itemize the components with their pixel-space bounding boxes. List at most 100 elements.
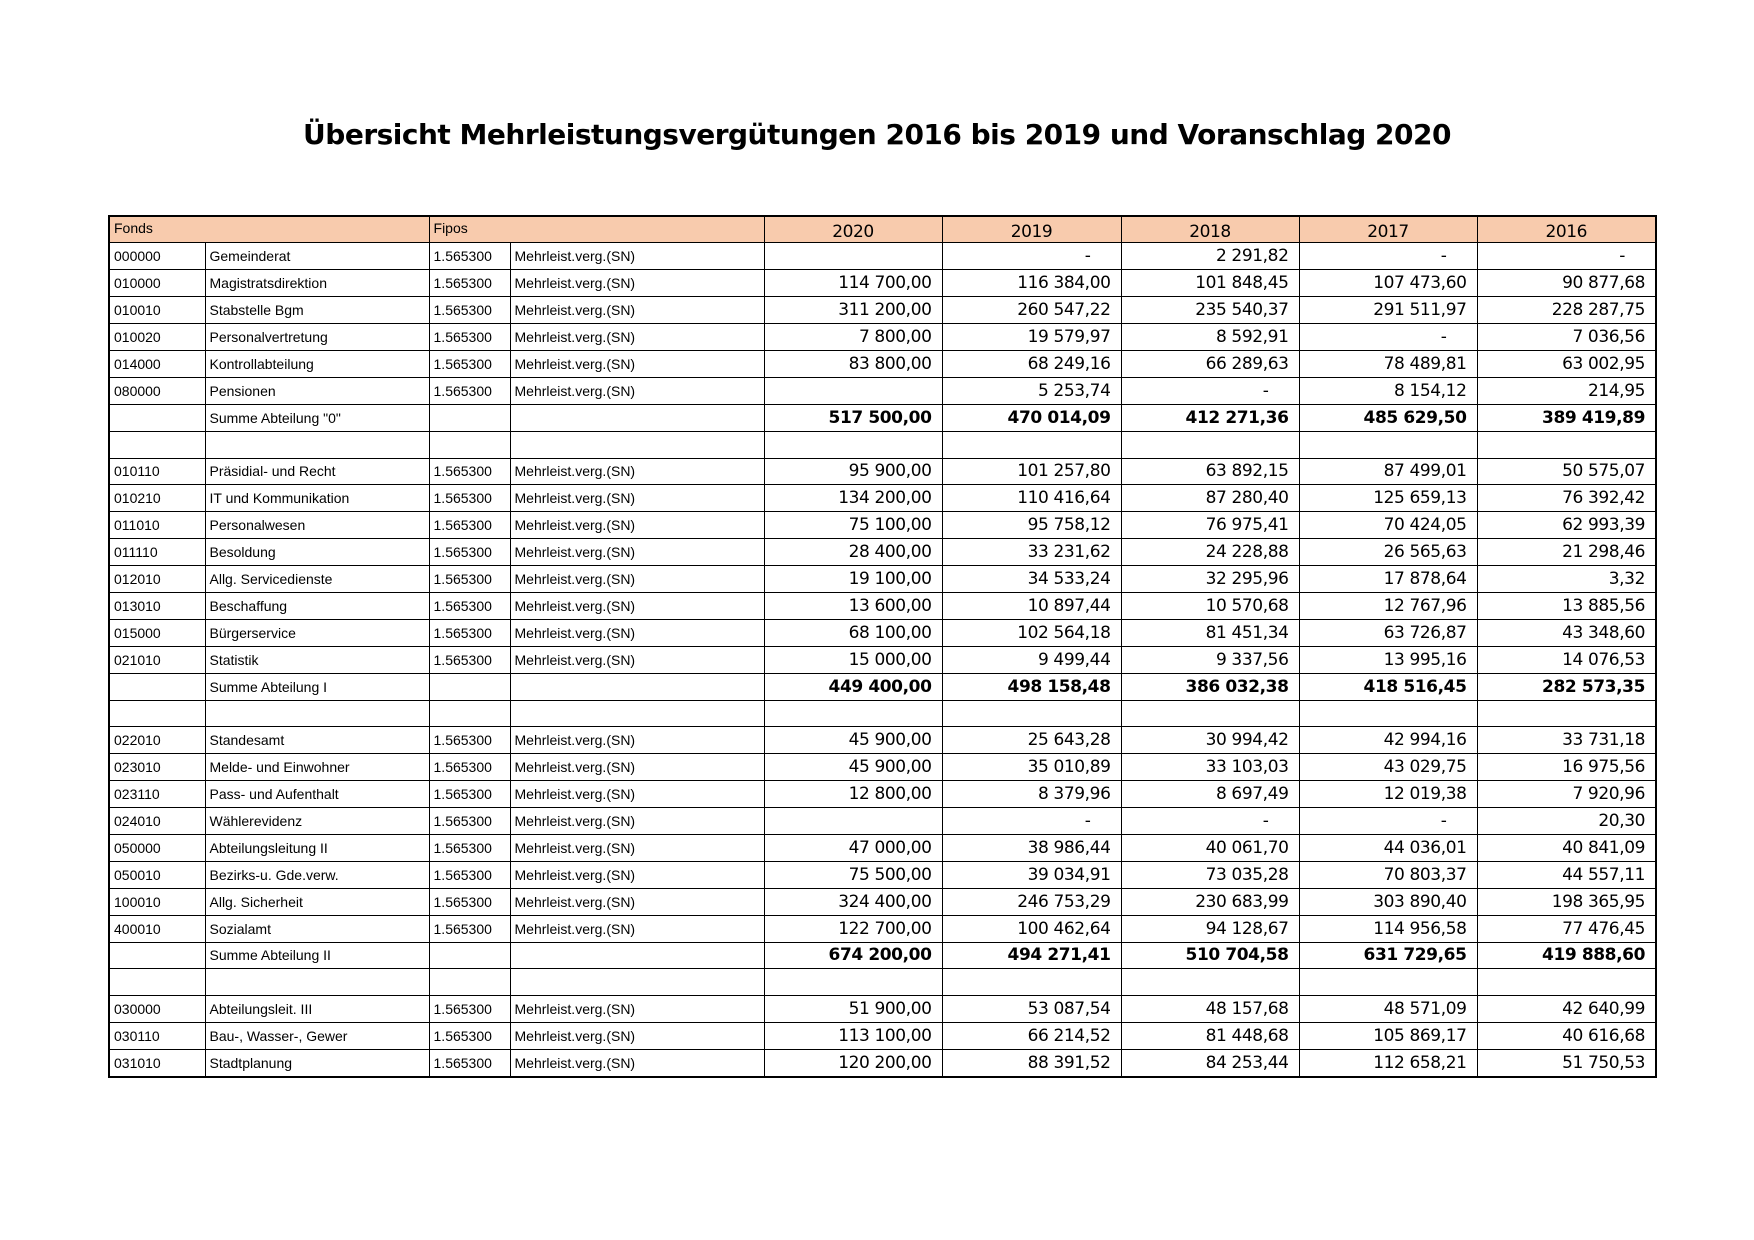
cell: 080000 xyxy=(108,376,206,405)
row: 050000 Abteilungsleitung II 1.565300 Mehrle… xyxy=(108,833,1657,862)
cell: 1.565300 xyxy=(428,349,511,378)
value-cell: 34 533,24 xyxy=(941,565,1122,593)
value-cell: 101 257,80 xyxy=(941,457,1122,486)
value-cell: 87 280,40 xyxy=(1120,484,1300,513)
value-cell xyxy=(1298,699,1478,728)
value-cell: 42 994,16 xyxy=(1298,726,1478,755)
value-cell: 470 014,09 xyxy=(941,403,1122,432)
value-cell: 81 448,68 xyxy=(1120,1022,1300,1051)
value-cell: 494 271,41 xyxy=(941,941,1122,970)
cell: Summe Abteilung "0" xyxy=(204,403,430,432)
row: 013010 Beschaffung 1.565300 Mehrleist.verg.… xyxy=(108,591,1657,620)
cell xyxy=(428,941,511,970)
value-cell xyxy=(941,699,1122,728)
value-cell: 198 365,95 xyxy=(1476,887,1657,916)
value-cell: 43 029,75 xyxy=(1298,753,1478,782)
row: 024010 Wählerevidenz 1.565300 Mehrleist.ver… xyxy=(108,807,1657,835)
cell: 1.565300 xyxy=(428,1022,511,1051)
value-cell: 110 416,64 xyxy=(941,484,1122,513)
value-cell: - xyxy=(1298,323,1478,351)
cell: 013010 xyxy=(108,591,206,620)
value-cell xyxy=(1476,430,1657,459)
value-cell: 84 253,44 xyxy=(1120,1049,1300,1077)
value-cell: 3,32 xyxy=(1476,565,1657,593)
row: 031010 Stadtplanung 1.565300 Mehrleist.verg… xyxy=(108,1049,1657,1077)
cell: 1.565300 xyxy=(428,296,511,325)
value-cell: 20,30 xyxy=(1476,807,1657,835)
cell: 010210 xyxy=(108,484,206,513)
value-cell: 19 579,97 xyxy=(941,323,1122,351)
cell: 1.565300 xyxy=(428,914,511,943)
cell: 030110 xyxy=(108,1022,206,1051)
cell: Kontrollabteilung xyxy=(204,349,430,378)
value-cell xyxy=(763,699,943,728)
value-cell: 76 392,42 xyxy=(1476,484,1657,513)
cell: Besoldung xyxy=(204,538,430,567)
value-cell: 8 379,96 xyxy=(941,780,1122,809)
row: 023110 Pass- und Aufenthalt 1.565300 Mehrle… xyxy=(108,780,1657,809)
cell: Mehrleist.verg.(SN) xyxy=(509,753,765,782)
value-cell: 77 476,45 xyxy=(1476,914,1657,943)
value-cell: 125 659,13 xyxy=(1298,484,1478,513)
cell: Mehrleist.verg.(SN) xyxy=(509,323,765,351)
value-cell: 25 643,28 xyxy=(941,726,1122,755)
cell: 023010 xyxy=(108,753,206,782)
value-cell: 107 473,60 xyxy=(1298,269,1478,298)
cell: Allg. Sicherheit xyxy=(204,887,430,916)
cell xyxy=(108,968,206,997)
cell xyxy=(509,941,765,970)
cell: Pensionen xyxy=(204,376,430,405)
row: 011110 Besoldung 1.565300 Mehrleist.verg.(S… xyxy=(108,538,1657,567)
value-cell: 81 451,34 xyxy=(1120,618,1300,647)
value-cell: 114 956,58 xyxy=(1298,914,1478,943)
value-cell xyxy=(941,968,1122,997)
cell: Präsidial- und Recht xyxy=(204,457,430,486)
cell: Mehrleist.verg.(SN) xyxy=(509,538,765,567)
value-cell: 38 986,44 xyxy=(941,833,1122,862)
cell: Mehrleist.verg.(SN) xyxy=(509,242,765,271)
value-cell: 9 499,44 xyxy=(941,645,1122,674)
cell: 1.565300 xyxy=(428,726,511,755)
value-cell xyxy=(1120,699,1300,728)
cell: 022010 xyxy=(108,726,206,755)
cell xyxy=(428,968,511,997)
cell: Mehrleist.verg.(SN) xyxy=(509,914,765,943)
cell: Pass- und Aufenthalt xyxy=(204,780,430,809)
value-cell: 113 100,00 xyxy=(763,1022,943,1051)
cell: 1.565300 xyxy=(428,376,511,405)
cell: Mehrleist.verg.(SN) xyxy=(509,618,765,647)
value-cell: 30 994,42 xyxy=(1120,726,1300,755)
value-cell xyxy=(1298,430,1478,459)
value-cell: 116 384,00 xyxy=(941,269,1122,298)
value-cell: 44 557,11 xyxy=(1476,860,1657,889)
cell: 1.565300 xyxy=(428,565,511,593)
value-cell: 102 564,18 xyxy=(941,618,1122,647)
row: 014000 Kontrollabteilung 1.565300 Mehrleist… xyxy=(108,349,1657,378)
cell: Mehrleist.verg.(SN) xyxy=(509,995,765,1024)
table-body: 000000 Gemeinderat 1.565300 Mehrleist.verg.… xyxy=(108,242,1657,1077)
cell: Mehrleist.verg.(SN) xyxy=(509,591,765,620)
cell xyxy=(509,430,765,459)
cell xyxy=(204,968,430,997)
value-cell xyxy=(763,968,943,997)
cell: Abteilungsleit. III xyxy=(204,995,430,1024)
cell: 1.565300 xyxy=(428,484,511,513)
cell: 1.565300 xyxy=(428,323,511,351)
value-cell: 66 214,52 xyxy=(941,1022,1122,1051)
value-cell: 53 087,54 xyxy=(941,995,1122,1024)
cell: Mehrleist.verg.(SN) xyxy=(509,349,765,378)
value-cell: 48 571,09 xyxy=(1298,995,1478,1024)
value-cell: 70 424,05 xyxy=(1298,511,1478,540)
cell: 014000 xyxy=(108,349,206,378)
value-cell: 19 100,00 xyxy=(763,565,943,593)
cell: 1.565300 xyxy=(428,457,511,486)
row: 015000 Bürgerservice 1.565300 Mehrleist.ver… xyxy=(108,618,1657,647)
value-cell: 63 892,15 xyxy=(1120,457,1300,486)
value-cell: 39 034,91 xyxy=(941,860,1122,889)
value-cell: 43 348,60 xyxy=(1476,618,1657,647)
cell: 1.565300 xyxy=(428,887,511,916)
value-cell: 14 076,53 xyxy=(1476,645,1657,674)
cell: Mehrleist.verg.(SN) xyxy=(509,860,765,889)
cell: Personalvertretung xyxy=(204,323,430,351)
value-cell: - xyxy=(941,242,1122,271)
